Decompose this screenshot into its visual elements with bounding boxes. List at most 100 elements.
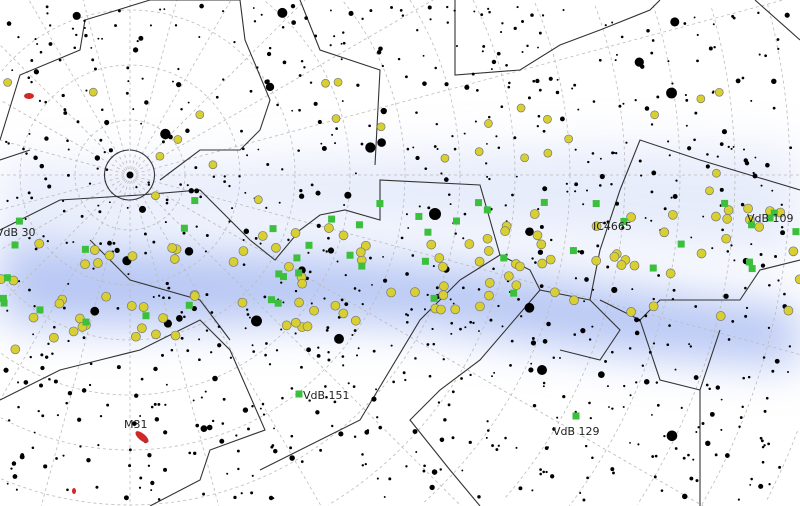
star bbox=[721, 129, 727, 135]
star bbox=[344, 191, 352, 199]
star bbox=[383, 278, 388, 283]
star bbox=[319, 448, 322, 452]
star bbox=[442, 358, 445, 361]
star bbox=[361, 453, 364, 456]
star bbox=[584, 277, 589, 282]
star bbox=[555, 90, 560, 95]
open-cluster bbox=[484, 119, 493, 128]
star bbox=[527, 96, 531, 100]
open-cluster bbox=[532, 230, 543, 241]
star bbox=[486, 142, 488, 145]
star bbox=[730, 244, 733, 247]
star bbox=[176, 315, 183, 322]
open-cluster bbox=[648, 301, 659, 312]
star bbox=[303, 66, 306, 69]
star bbox=[167, 286, 171, 290]
star bbox=[446, 21, 449, 24]
star bbox=[582, 203, 585, 206]
star bbox=[325, 250, 328, 253]
star bbox=[340, 42, 343, 45]
star bbox=[671, 82, 674, 85]
star bbox=[496, 51, 501, 56]
star bbox=[760, 263, 766, 268]
star bbox=[599, 157, 602, 160]
grid-meridian bbox=[82, 0, 131, 176]
open-cluster bbox=[151, 329, 161, 340]
star bbox=[357, 347, 360, 350]
star bbox=[667, 140, 670, 143]
open-cluster bbox=[483, 246, 494, 256]
star bbox=[223, 180, 227, 183]
grid-meridian bbox=[129, 0, 178, 176]
open-cluster bbox=[80, 259, 90, 270]
star bbox=[689, 476, 694, 481]
star bbox=[566, 190, 569, 193]
star bbox=[381, 64, 384, 68]
milky-way-halo bbox=[0, 145, 800, 258]
star bbox=[738, 425, 741, 428]
star bbox=[450, 321, 454, 325]
star bbox=[468, 440, 472, 445]
star bbox=[405, 313, 408, 316]
nebula bbox=[267, 296, 275, 304]
star bbox=[610, 467, 615, 472]
star bbox=[537, 208, 540, 211]
star bbox=[428, 374, 432, 378]
star bbox=[714, 453, 718, 457]
star bbox=[101, 108, 104, 112]
star bbox=[614, 59, 617, 62]
star bbox=[291, 20, 296, 25]
open-cluster bbox=[89, 245, 100, 255]
star bbox=[294, 332, 297, 335]
open-cluster bbox=[436, 304, 446, 315]
star bbox=[67, 390, 73, 396]
star bbox=[51, 352, 54, 356]
star bbox=[28, 132, 31, 135]
star bbox=[90, 47, 93, 49]
open-cluster bbox=[723, 205, 734, 216]
open-cluster bbox=[208, 160, 218, 170]
star bbox=[463, 132, 466, 135]
open-cluster bbox=[543, 114, 552, 124]
star bbox=[504, 436, 507, 440]
star bbox=[228, 220, 231, 223]
star bbox=[327, 236, 330, 240]
star bbox=[298, 108, 301, 112]
star bbox=[596, 244, 600, 248]
star bbox=[29, 355, 32, 359]
star bbox=[720, 398, 723, 401]
star bbox=[165, 198, 169, 202]
nebula bbox=[748, 265, 756, 273]
open-cluster bbox=[54, 298, 65, 309]
open-cluster bbox=[376, 122, 386, 132]
star bbox=[469, 320, 473, 324]
star bbox=[559, 116, 565, 122]
star bbox=[221, 10, 225, 13]
nebula bbox=[355, 221, 363, 229]
star bbox=[372, 349, 376, 353]
star bbox=[123, 495, 129, 501]
star bbox=[263, 295, 267, 299]
star bbox=[663, 207, 667, 211]
star bbox=[687, 146, 692, 151]
star bbox=[459, 327, 462, 331]
star bbox=[165, 281, 169, 286]
star bbox=[335, 127, 338, 130]
star bbox=[183, 315, 186, 319]
star bbox=[188, 451, 192, 455]
open-cluster bbox=[68, 326, 79, 337]
star bbox=[437, 401, 441, 404]
star bbox=[541, 14, 545, 17]
nebula bbox=[295, 269, 303, 277]
star bbox=[83, 19, 86, 23]
star bbox=[532, 403, 537, 408]
star bbox=[443, 418, 447, 422]
label-vdb-109: VdB 109 bbox=[747, 212, 794, 225]
star bbox=[378, 46, 383, 52]
star bbox=[368, 124, 371, 128]
star bbox=[65, 241, 68, 244]
open-cluster bbox=[88, 87, 98, 97]
star bbox=[404, 378, 407, 382]
